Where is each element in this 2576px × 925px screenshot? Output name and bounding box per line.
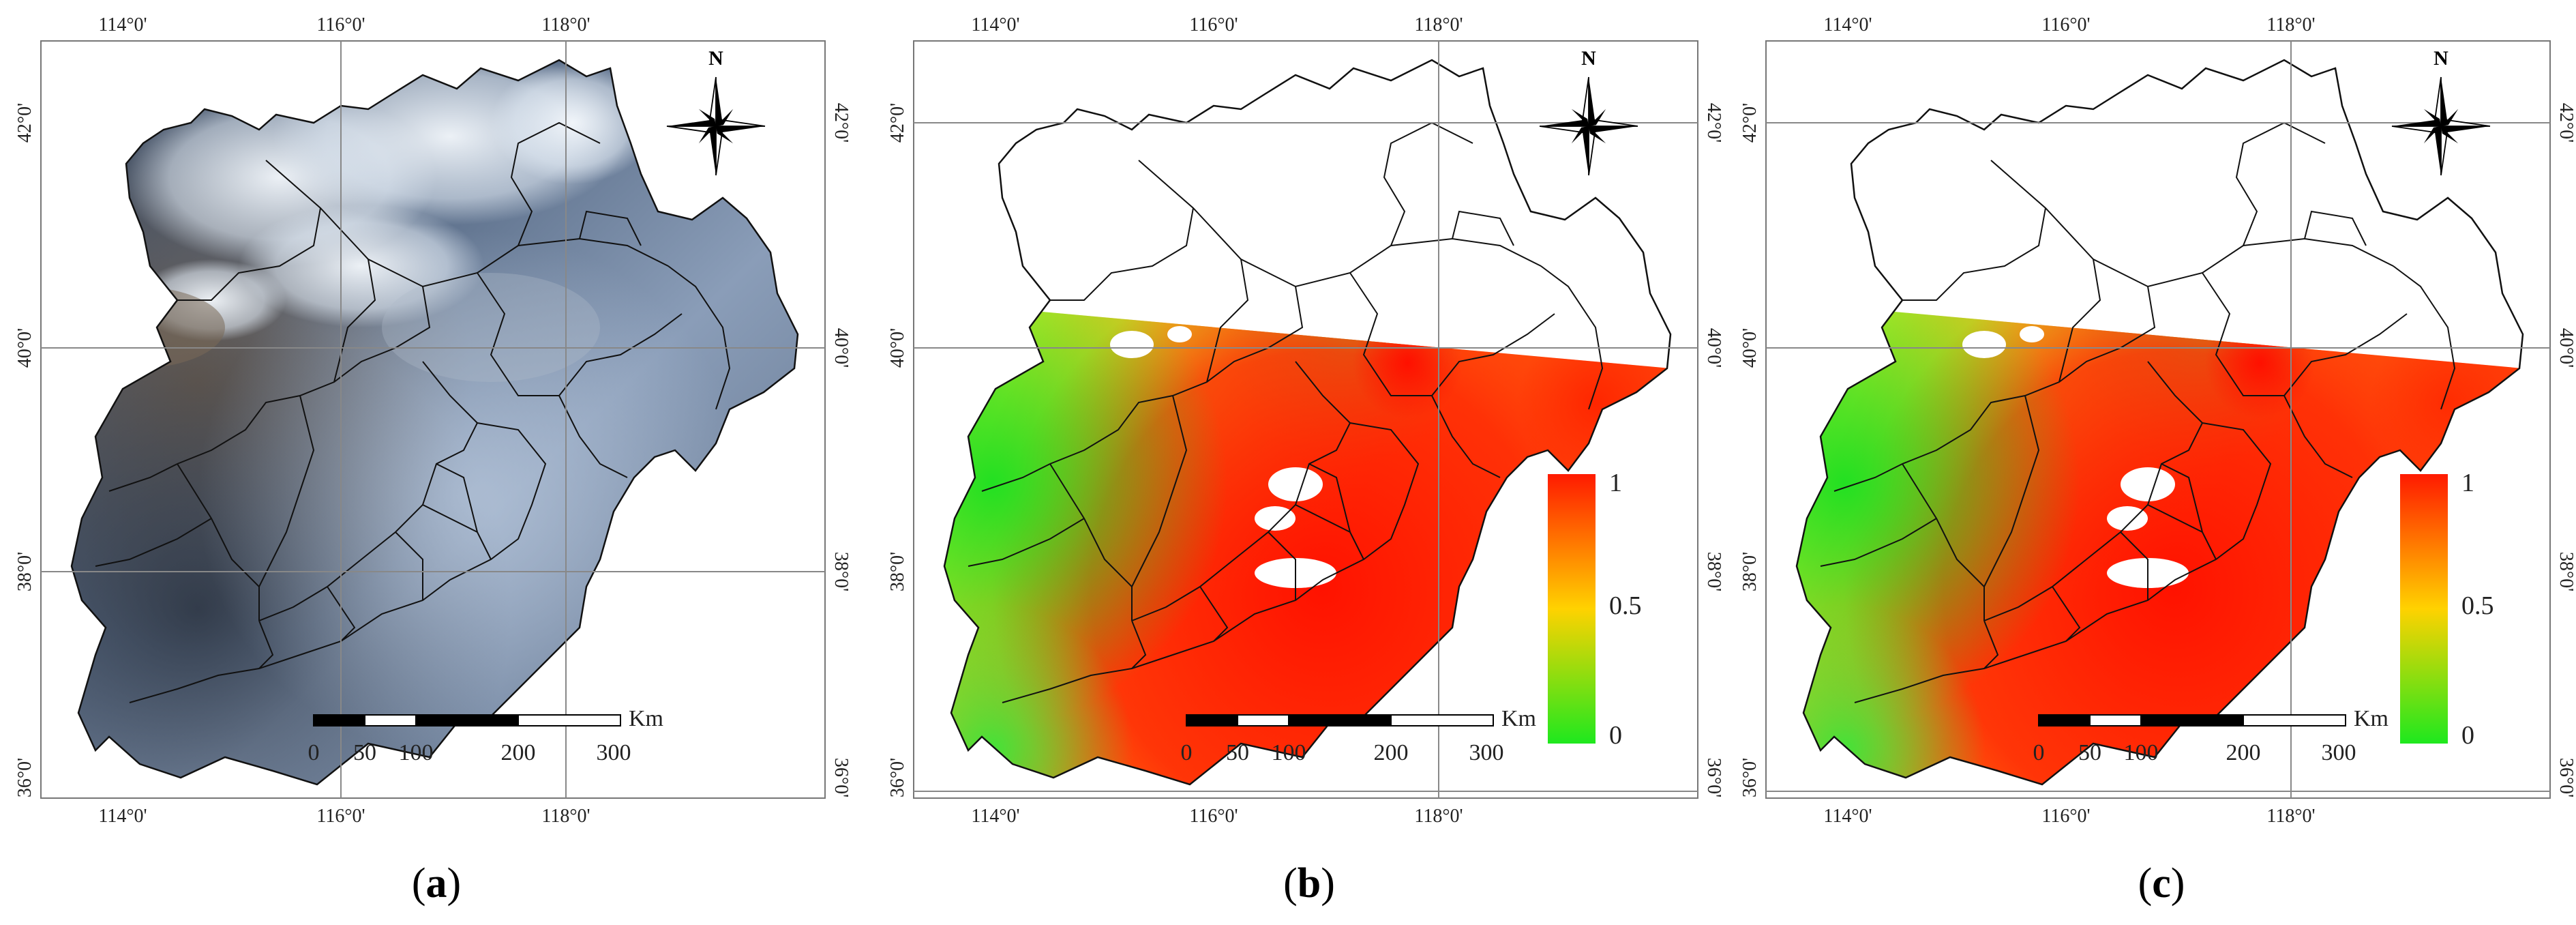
lat-label-left-42: 42°0'	[887, 103, 908, 143]
legend-color-ramp	[1548, 474, 1596, 744]
scale-tick-0: 0	[2033, 740, 2045, 765]
lat-label-left-36: 36°0'	[14, 758, 35, 797]
scale-bar: Km 0 50 100 200 300	[308, 706, 664, 765]
lat-label-left-36: 36°0'	[887, 758, 908, 797]
legend-color-ramp	[2400, 474, 2448, 744]
lon-label-top-114: 114°0'	[1823, 14, 1872, 35]
scale-tick-200: 200	[1374, 740, 1409, 765]
lon-label-bottom-114: 114°0'	[1823, 806, 1872, 827]
scale-tick-50: 50	[353, 740, 376, 765]
lat-label-left-38: 38°0'	[14, 552, 35, 591]
lat-label-left-42: 42°0'	[14, 103, 35, 143]
lat-label-right-40: 40°0'	[2556, 328, 2576, 368]
lon-label-bottom-118: 118°0'	[1414, 806, 1463, 827]
lon-label-top-118: 118°0'	[541, 14, 590, 35]
scale-tick-300: 300	[2322, 740, 2356, 765]
scale-unit: Km	[2354, 706, 2388, 731]
panel-c-probability-map: 114°0' 116°0' 118°0' 114°0' 116°0' 118°0…	[1739, 14, 2576, 907]
lon-label-bottom-116: 116°0'	[1189, 806, 1238, 827]
lat-label-right-36: 36°0'	[1703, 758, 1724, 797]
legend-max: 1	[1609, 469, 1622, 497]
lat-label-right-42: 42°0'	[830, 103, 852, 143]
panel-b-probability-map: 114°0' 116°0' 118°0' 114°0' 116°0' 118°0…	[887, 14, 1724, 907]
scale-tick-0: 0	[308, 740, 320, 765]
lon-label-bottom-116: 116°0'	[316, 806, 365, 827]
legend-mid: 0.5	[2461, 591, 2494, 620]
lon-label-top-118: 118°0'	[1414, 14, 1463, 35]
lat-label-left-38: 38°0'	[1739, 552, 1761, 591]
lon-label-bottom-118: 118°0'	[2266, 806, 2315, 827]
lat-label-right-40: 40°0'	[830, 328, 852, 368]
panel-a-satellite-map: 114°0' 116°0' 118°0' 114°0' 116°0' 118°0…	[14, 14, 852, 907]
caption-a: (a)	[412, 860, 461, 907]
caption-b: (b)	[1283, 860, 1335, 907]
scale-tick-200: 200	[501, 740, 536, 765]
lat-label-left-36: 36°0'	[1739, 758, 1761, 797]
scale-tick-100: 100	[2124, 740, 2159, 765]
legend: 1 0.5 0	[1548, 469, 1642, 750]
lat-label-left-42: 42°0'	[1739, 103, 1761, 143]
scale-unit: Km	[629, 706, 663, 731]
lon-label-top-116: 116°0'	[2041, 14, 2090, 35]
lon-label-bottom-114: 114°0'	[971, 806, 1019, 827]
north-label: N	[2433, 47, 2448, 70]
legend: 1 0.5 0	[2400, 469, 2494, 750]
lat-label-left-40: 40°0'	[14, 328, 35, 368]
lon-label-top-118: 118°0'	[2266, 14, 2315, 35]
lon-label-bottom-116: 116°0'	[2041, 806, 2090, 827]
lat-label-right-36: 36°0'	[2556, 758, 2576, 797]
scale-tick-50: 50	[1226, 740, 1249, 765]
legend-min: 0	[1609, 721, 1622, 750]
lat-label-right-36: 36°0'	[830, 758, 852, 797]
lat-label-left-38: 38°0'	[887, 552, 908, 591]
caption-a-letter: a	[426, 860, 447, 907]
caption-b-letter: b	[1298, 860, 1321, 907]
legend-min: 0	[2461, 721, 2474, 750]
caption-c: (c)	[2138, 860, 2185, 907]
scale-tick-300: 300	[597, 740, 631, 765]
scale-tick-0: 0	[1181, 740, 1193, 765]
lon-label-top-114: 114°0'	[98, 14, 147, 35]
lon-label-top-114: 114°0'	[971, 14, 1019, 35]
lat-label-right-38: 38°0'	[2556, 552, 2576, 591]
scale-tick-300: 300	[1469, 740, 1504, 765]
north-label: N	[708, 47, 723, 70]
lon-label-top-116: 116°0'	[316, 14, 365, 35]
lat-label-left-40: 40°0'	[887, 328, 908, 368]
caption-c-letter: c	[2152, 860, 2171, 907]
north-label: N	[1581, 47, 1596, 70]
lat-label-right-42: 42°0'	[1703, 103, 1724, 143]
scale-bar: Km 0 50 100 200 300	[1181, 706, 1537, 765]
lat-label-right-38: 38°0'	[1703, 552, 1724, 591]
lat-label-left-40: 40°0'	[1739, 328, 1761, 368]
legend-mid: 0.5	[1609, 591, 1642, 620]
lat-label-right-38: 38°0'	[830, 552, 852, 591]
scale-tick-100: 100	[1272, 740, 1306, 765]
legend-max: 1	[2461, 469, 2474, 497]
lat-label-right-42: 42°0'	[2556, 103, 2576, 143]
scale-tick-200: 200	[2226, 740, 2261, 765]
lon-label-top-116: 116°0'	[1189, 14, 1238, 35]
scale-tick-100: 100	[399, 740, 434, 765]
lon-label-bottom-114: 114°0'	[98, 806, 147, 827]
scale-tick-50: 50	[2078, 740, 2101, 765]
lon-label-bottom-118: 118°0'	[541, 806, 590, 827]
scale-unit: Km	[1501, 706, 1536, 731]
scale-bar: Km 0 50 100 200 300	[2033, 706, 2389, 765]
lat-label-right-40: 40°0'	[1703, 328, 1724, 368]
